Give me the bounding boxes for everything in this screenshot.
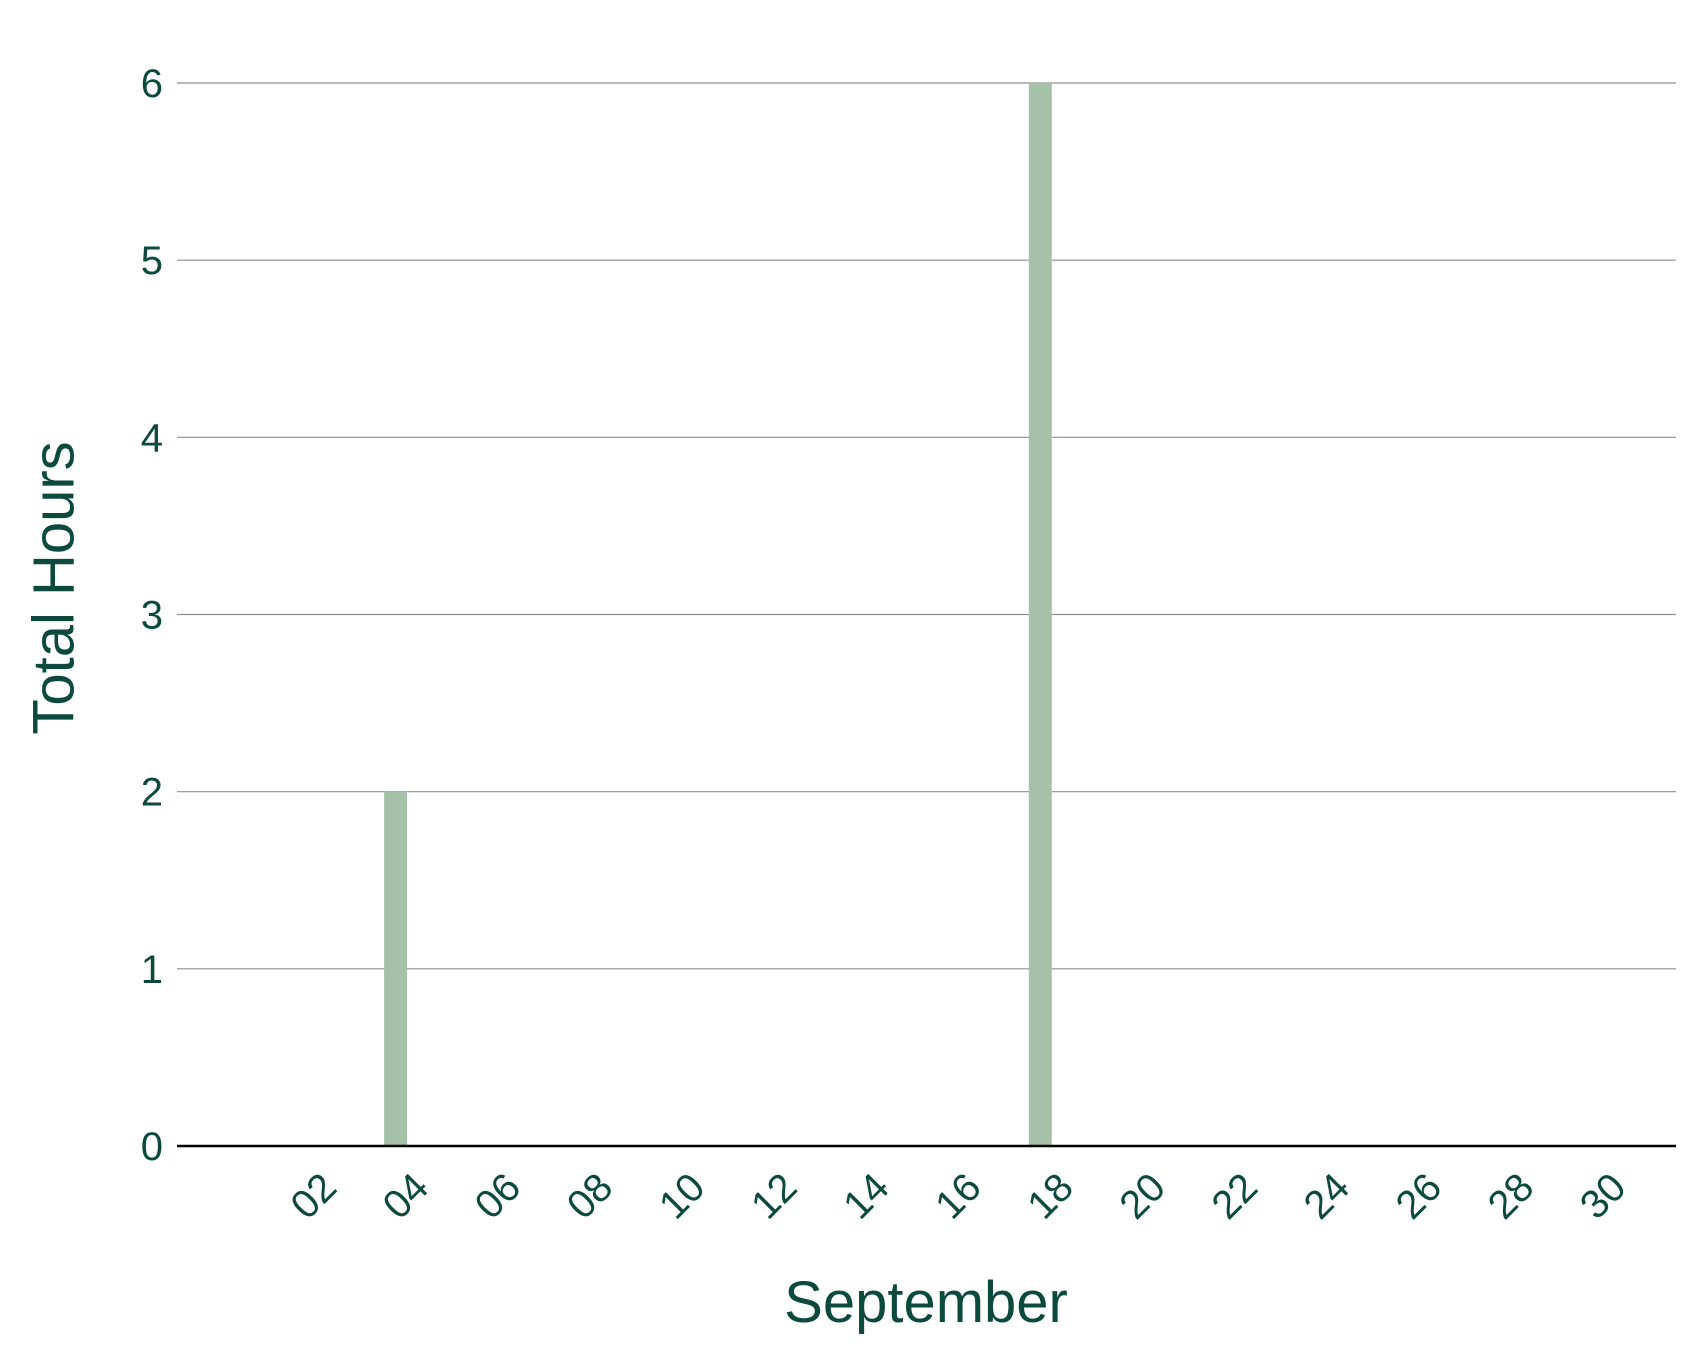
x-tick-label: 16 <box>927 1165 990 1228</box>
x-tick-label: 14 <box>835 1165 898 1228</box>
gridlines <box>177 82 1676 970</box>
bars <box>384 83 1052 1146</box>
x-tick-label: 30 <box>1572 1165 1635 1228</box>
x-tick-label: 06 <box>467 1165 530 1228</box>
x-tick-label: 04 <box>375 1165 438 1228</box>
x-axis-title: September <box>784 1270 1068 1335</box>
y-tick-label: 5 <box>141 239 163 283</box>
x-tick-labels: 02 04 06 08 10 12 14 16 18 20 22 24 26 28 30 <box>282 1165 1634 1228</box>
x-tick-label: 28 <box>1480 1165 1543 1228</box>
bar <box>384 791 408 1146</box>
x-tick-label: 12 <box>743 1165 806 1228</box>
y-tick-labels: 0 1 2 3 4 5 6 <box>141 62 163 1169</box>
y-tick-label: 4 <box>141 416 163 460</box>
x-tick-label: 10 <box>651 1165 714 1228</box>
y-tick-label: 0 <box>141 1125 163 1169</box>
bar <box>1028 83 1052 1146</box>
x-tick-label: 08 <box>559 1165 622 1228</box>
x-tick-label: 24 <box>1296 1165 1359 1228</box>
x-tick-label: 20 <box>1111 1165 1174 1228</box>
y-tick-label: 6 <box>141 62 163 106</box>
x-tick-label: 22 <box>1203 1165 1266 1228</box>
y-tick-label: 1 <box>141 948 163 992</box>
x-tick-label: 26 <box>1388 1165 1451 1228</box>
y-tick-label: 3 <box>141 594 163 638</box>
y-tick-label: 2 <box>141 771 163 815</box>
x-tick-label: 02 <box>282 1165 345 1228</box>
y-axis-title: Total Hours <box>21 441 86 734</box>
x-tick-label: 18 <box>1019 1165 1082 1228</box>
